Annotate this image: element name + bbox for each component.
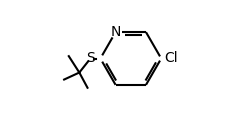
Text: N: N (110, 25, 120, 39)
Text: S: S (86, 51, 94, 66)
Text: Cl: Cl (164, 51, 177, 66)
